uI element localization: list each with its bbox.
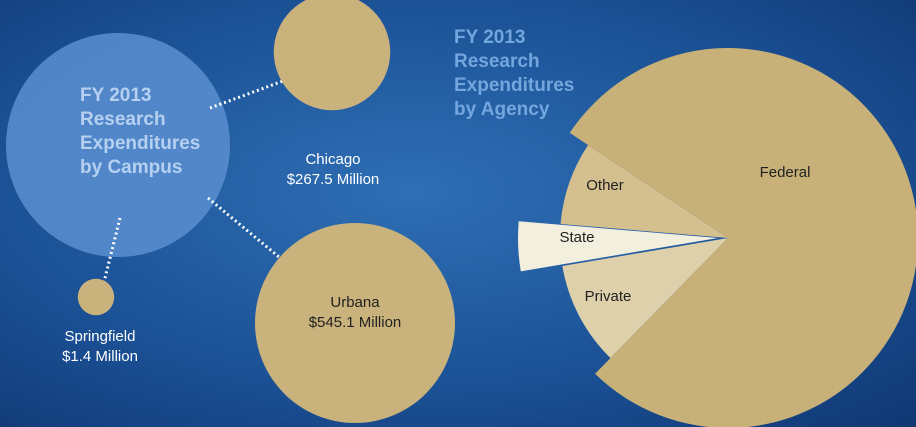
campus-title: FY 2013 Research Expenditures by Campus: [80, 85, 201, 178]
slice-label: Private: [585, 288, 632, 305]
value-label: $1.4 Million: [62, 348, 138, 365]
agency-title: FY 2013 Research Expenditures by Agency: [454, 27, 575, 120]
slice-label: State: [559, 229, 594, 246]
pie-slice: [562, 238, 728, 359]
connector: [207, 196, 286, 264]
pie-slice: [560, 145, 728, 238]
pie-slice: [569, 48, 916, 427]
value-label: $267.5 Million: [287, 171, 380, 188]
pie-slice: [518, 221, 718, 272]
bubble-label: Springfield: [65, 328, 136, 345]
value-label: $545.1 Million: [309, 314, 402, 331]
bubble: [273, 0, 391, 111]
campus-circle: [6, 33, 230, 257]
slice-label: Other: [586, 177, 624, 194]
bubble: [255, 223, 455, 423]
bubble-label: Chicago: [305, 151, 360, 168]
bubble-label: Urbana: [330, 294, 380, 311]
connector: [102, 217, 122, 283]
bubble: [77, 278, 115, 316]
slice-label: Federal: [760, 164, 811, 181]
